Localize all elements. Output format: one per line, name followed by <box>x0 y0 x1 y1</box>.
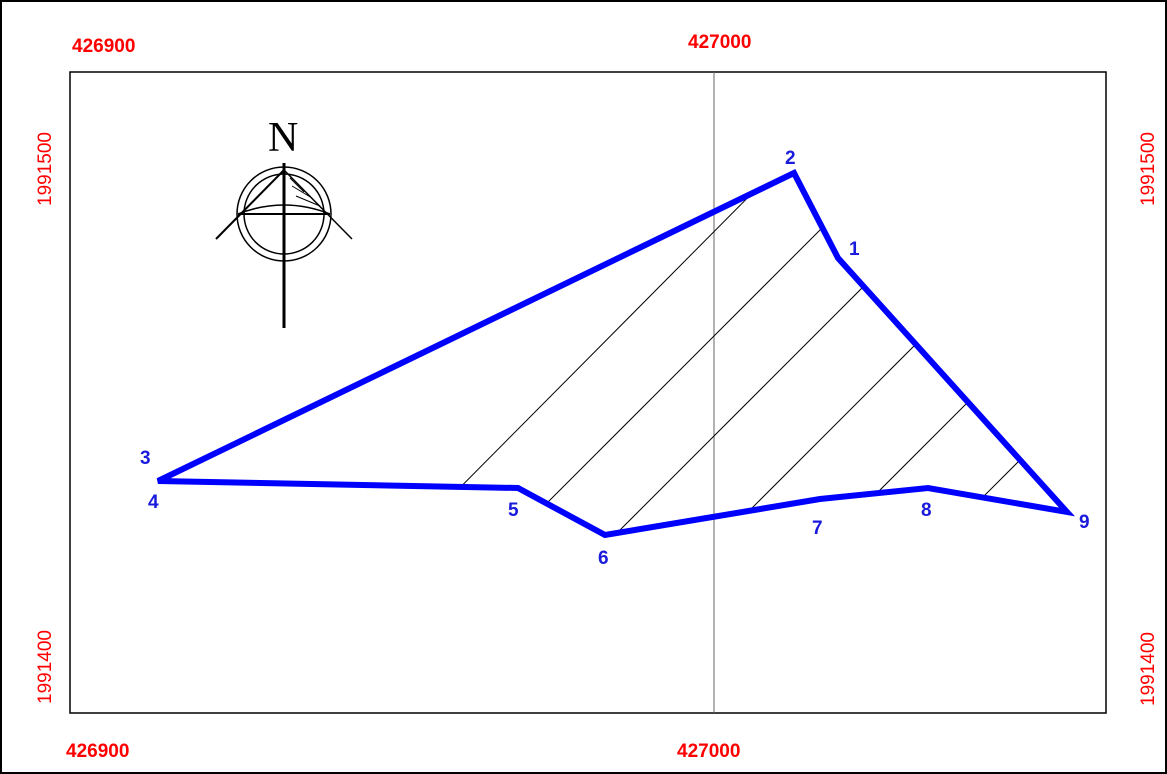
vertex-label-1: 1 <box>849 239 860 260</box>
y-label-left-bottom: 1991400 <box>35 630 56 704</box>
y-label-left-top: 1991500 <box>35 132 56 206</box>
vertex-label-7: 7 <box>812 518 823 539</box>
vertex-label-2: 2 <box>785 148 796 169</box>
vertex-label-3: 3 <box>140 448 151 469</box>
x-label-top-center: 427000 <box>688 32 751 53</box>
vertex-label-6: 6 <box>598 548 609 569</box>
y-label-right-top: 1991500 <box>1138 132 1159 206</box>
north-arrow-icon: N <box>215 115 353 328</box>
vertex-label-5: 5 <box>508 500 519 521</box>
parcel-hatch <box>158 173 1067 535</box>
map-frame <box>69 71 1107 714</box>
vertex-label-4: 4 <box>148 492 159 513</box>
x-label-top-left: 426900 <box>72 36 135 57</box>
x-label-bottom-left: 426900 <box>66 741 129 762</box>
y-label-right-bottom: 1991400 <box>1138 632 1159 706</box>
vertex-label-8: 8 <box>921 500 932 521</box>
north-label: N <box>268 115 298 161</box>
parcel-boundary <box>156 169 1076 539</box>
x-label-bottom-center: 427000 <box>677 741 740 762</box>
vertex-label-9: 9 <box>1079 512 1090 533</box>
